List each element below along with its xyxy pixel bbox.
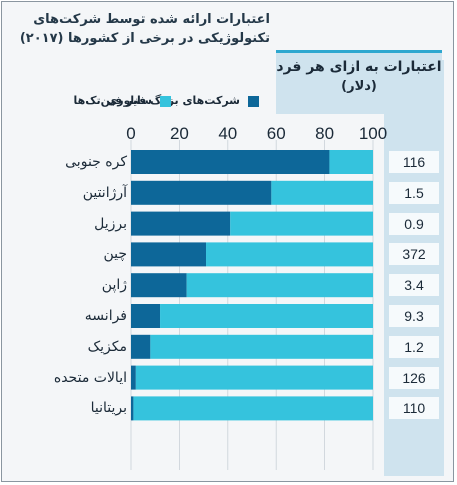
category-label: کره جنوبی: [65, 154, 127, 170]
title-line-1: اعتبارات ارائه شده توسط شرکت‌های: [33, 12, 270, 27]
per-capita-value: 0.9: [389, 212, 439, 235]
bar-fintech: [133, 396, 373, 421]
per-capita-value: 110: [389, 397, 439, 420]
chart-title: اعتبارات ارائه شده توسط شرکت‌های تکنولوژ…: [2, 10, 270, 48]
x-tick-label: 40: [218, 124, 237, 143]
category-label: آرژانتین: [82, 184, 127, 201]
bar-fintech: [150, 334, 373, 359]
bar-big-tech: [131, 242, 207, 267]
per-capita-value: 1.5: [389, 181, 439, 204]
x-tick-label: 0: [126, 124, 135, 143]
bar-fintech: [206, 242, 373, 267]
per-capita-value: 126: [389, 366, 439, 389]
bar-big-tech: [131, 365, 136, 390]
bar-big-tech: [131, 396, 134, 421]
bar-fintech: [271, 180, 373, 205]
category-label: ژاپن: [101, 277, 127, 294]
category-label: برزیل: [94, 215, 127, 232]
legend-label-big-tech: شرکت‌های بزرگ فناوری: [107, 94, 240, 107]
legend-swatch-fintech: [160, 96, 171, 107]
bar-fintech: [135, 365, 373, 390]
category-label: چین: [103, 246, 127, 263]
bar-big-tech: [131, 334, 151, 359]
bar-fintech: [160, 304, 373, 328]
per-capita-value: 9.3: [389, 305, 439, 327]
legend-swatch-big-tech: [248, 96, 259, 107]
category-label: ایالات متحده: [53, 369, 127, 386]
category-label: مکزیک: [87, 338, 127, 355]
per-capita-header: اعتبارات به ازای هر فرد (دلار): [276, 50, 442, 114]
x-tick-label: 80: [315, 124, 334, 143]
bar-big-tech: [131, 304, 161, 328]
bar-big-tech: [131, 180, 272, 205]
bar-big-tech: [131, 273, 187, 298]
bar-fintech: [230, 211, 373, 236]
per-capita-title: اعتبارات به ازای هر فرد: [276, 59, 442, 75]
legend-label-fintech: سایر فین‌تک‌ها: [73, 94, 153, 107]
per-capita-value: 3.4: [389, 274, 439, 297]
x-tick-label: 60: [267, 124, 286, 143]
per-capita-value: 116: [389, 151, 439, 173]
x-tick-label: 20: [170, 124, 189, 143]
bar-big-tech: [131, 150, 330, 174]
bar-fintech: [186, 273, 373, 298]
title-line-2: تکنولوژیکی در برخی از کشورها (۲۰۱۷): [19, 31, 270, 46]
x-tick-label: 100: [359, 124, 387, 143]
per-capita-value: 372: [389, 243, 439, 266]
category-label: بریتانیا: [90, 400, 127, 417]
category-label: فرانسه: [84, 308, 127, 324]
per-capita-unit: (دلار): [341, 79, 377, 94]
per-capita-value: 1.2: [389, 335, 439, 358]
bar-fintech: [329, 150, 373, 174]
bar-big-tech: [131, 211, 231, 236]
